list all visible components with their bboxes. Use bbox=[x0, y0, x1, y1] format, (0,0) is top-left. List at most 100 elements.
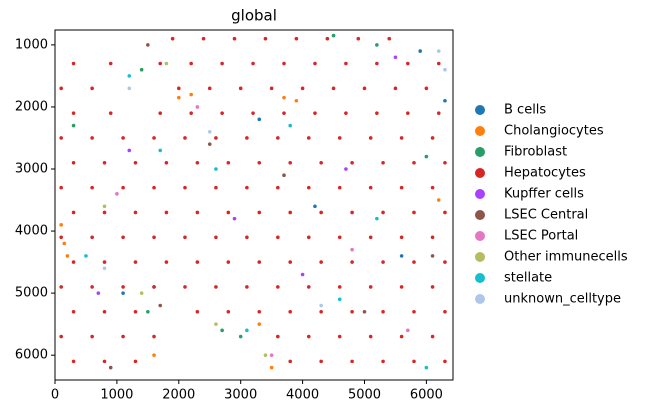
cell-point bbox=[121, 334, 125, 339]
legend-marker bbox=[475, 252, 485, 262]
legend-marker bbox=[475, 147, 485, 157]
cell-point bbox=[294, 98, 299, 103]
legend-marker bbox=[475, 105, 485, 115]
cell-point bbox=[288, 260, 293, 264]
cell-point bbox=[350, 309, 354, 314]
cell-point bbox=[430, 334, 435, 339]
cell-point bbox=[430, 235, 435, 240]
legend-label: B cells bbox=[504, 103, 546, 118]
cell-point bbox=[375, 43, 379, 47]
cell-point bbox=[102, 210, 107, 215]
cell-point bbox=[424, 365, 429, 370]
cell-point bbox=[102, 204, 107, 209]
cell-point bbox=[282, 111, 286, 115]
cell-point bbox=[436, 49, 441, 53]
cell-point bbox=[282, 61, 286, 66]
cell-point bbox=[306, 285, 311, 289]
cell-point bbox=[189, 111, 193, 115]
cell-point bbox=[127, 86, 132, 91]
cell-point bbox=[170, 36, 175, 41]
legend-marker bbox=[475, 231, 485, 241]
chart-title: global bbox=[231, 7, 277, 25]
cell-point bbox=[152, 334, 156, 339]
cell-point bbox=[245, 136, 249, 140]
cell-point bbox=[139, 291, 144, 295]
cell-point bbox=[344, 167, 348, 171]
cell-point bbox=[257, 117, 262, 122]
x-tick-label: 0 bbox=[51, 388, 59, 403]
cell-point bbox=[62, 241, 67, 246]
y-tick-label: 5000 bbox=[15, 286, 48, 301]
cell-point bbox=[84, 254, 88, 258]
cell-point bbox=[313, 204, 317, 209]
cell-point bbox=[164, 161, 169, 165]
cell-point bbox=[356, 36, 361, 41]
cell-point bbox=[350, 359, 354, 364]
cell-point bbox=[121, 285, 125, 289]
cell-point bbox=[195, 210, 200, 215]
cell-point bbox=[238, 334, 243, 339]
cell-point bbox=[368, 235, 373, 240]
cell-point bbox=[90, 86, 94, 91]
x-tick-label: 3000 bbox=[224, 388, 257, 403]
y-tick-label: 2000 bbox=[15, 99, 48, 114]
cell-point bbox=[319, 303, 323, 308]
cell-point bbox=[430, 136, 435, 140]
cell-point bbox=[399, 285, 404, 289]
cell-point bbox=[443, 67, 447, 72]
cell-point bbox=[412, 210, 416, 215]
cell-point bbox=[164, 260, 169, 264]
cell-point bbox=[412, 161, 416, 165]
cell-point bbox=[288, 161, 293, 165]
cell-point bbox=[71, 210, 76, 215]
cell-point bbox=[381, 210, 385, 215]
cell-point bbox=[368, 285, 373, 289]
cell-point bbox=[214, 235, 218, 240]
x-tick-label: 5000 bbox=[348, 388, 381, 403]
cell-point bbox=[127, 148, 132, 153]
cell-point bbox=[319, 210, 323, 215]
cell-point bbox=[263, 353, 268, 357]
legend-label: Other immunecells bbox=[504, 250, 628, 265]
cell-point bbox=[276, 285, 280, 289]
x-tick-label: 6000 bbox=[410, 388, 443, 403]
cell-point bbox=[325, 36, 330, 41]
cell-point bbox=[71, 123, 76, 128]
cell-point bbox=[263, 36, 268, 41]
cell-point bbox=[176, 86, 181, 91]
cell-point bbox=[189, 92, 193, 97]
legend-marker bbox=[475, 189, 485, 199]
cell-point bbox=[90, 334, 94, 339]
cell-point bbox=[59, 136, 63, 140]
cell-point bbox=[245, 235, 249, 240]
cell-point bbox=[164, 210, 169, 215]
cell-point bbox=[152, 136, 156, 140]
cell-point bbox=[393, 86, 398, 91]
cell-point bbox=[59, 334, 63, 339]
cell-point bbox=[195, 105, 200, 109]
cell-point bbox=[121, 235, 125, 240]
cell-point bbox=[337, 285, 342, 289]
cell-point bbox=[362, 309, 367, 314]
cell-point bbox=[59, 86, 63, 91]
cell-point bbox=[306, 136, 311, 140]
cell-point bbox=[207, 86, 212, 91]
cell-point bbox=[245, 285, 249, 289]
cell-point bbox=[189, 61, 193, 66]
cell-point bbox=[313, 61, 317, 66]
cell-point bbox=[282, 173, 286, 178]
cell-point bbox=[214, 136, 218, 140]
cell-point bbox=[108, 365, 113, 370]
cell-point bbox=[207, 129, 212, 134]
cell-point bbox=[331, 33, 336, 38]
cell-point bbox=[344, 61, 348, 66]
cell-point bbox=[406, 111, 410, 115]
cell-point bbox=[102, 266, 107, 271]
cell-point bbox=[375, 111, 379, 115]
cell-point bbox=[443, 161, 447, 165]
cell-point bbox=[300, 86, 305, 91]
legend-marker bbox=[475, 168, 485, 178]
cell-point bbox=[59, 235, 63, 240]
cell-point bbox=[276, 136, 280, 140]
cell-point bbox=[158, 303, 163, 308]
